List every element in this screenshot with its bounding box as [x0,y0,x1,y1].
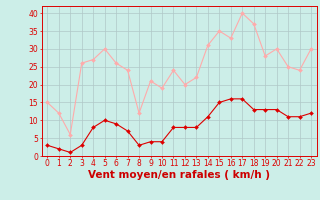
X-axis label: Vent moyen/en rafales ( km/h ): Vent moyen/en rafales ( km/h ) [88,170,270,180]
